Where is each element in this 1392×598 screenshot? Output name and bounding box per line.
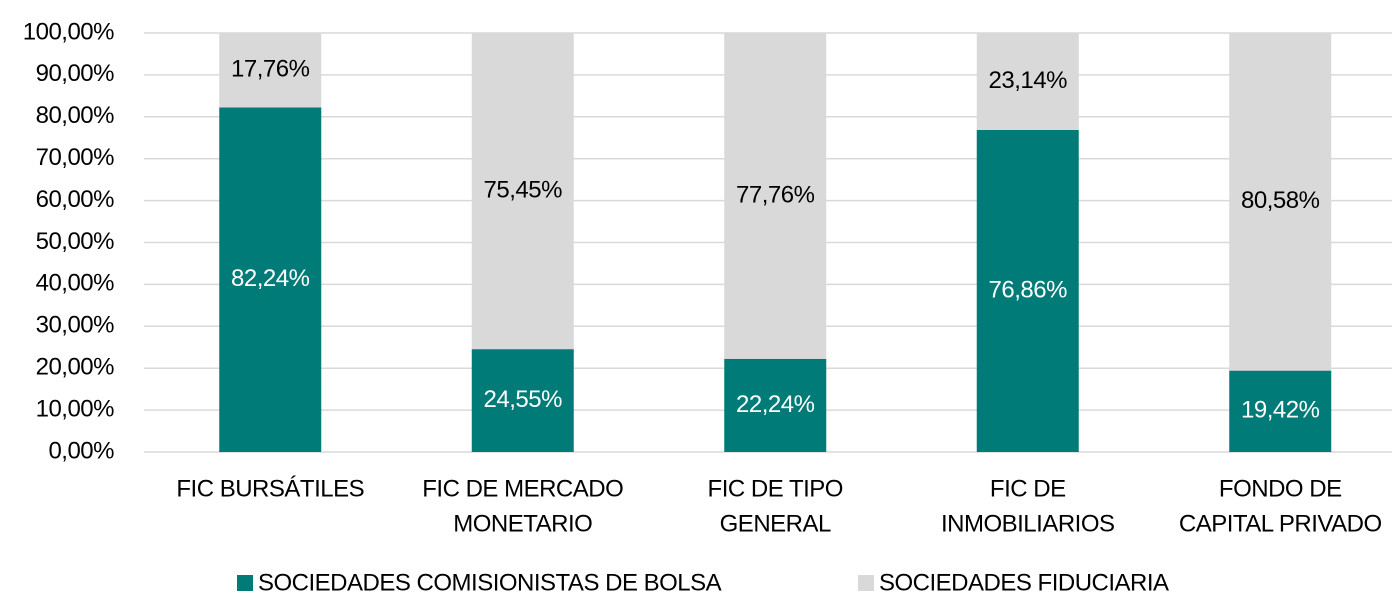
data-label: 19,42% <box>1241 397 1320 424</box>
bar-segment <box>219 33 322 108</box>
y-tick-label: 80,00% <box>36 102 115 129</box>
legend-swatch <box>237 575 253 591</box>
data-label: 82,24% <box>231 265 310 292</box>
data-label: 17,76% <box>231 56 310 83</box>
data-label: 76,86% <box>989 276 1068 303</box>
bar-segment <box>1229 33 1332 371</box>
legend-label: SOCIEDADES COMISIONISTAS DE BOLSA <box>258 569 722 596</box>
data-label: 75,45% <box>484 176 563 203</box>
y-tick-label: 0,00% <box>48 437 114 464</box>
x-tick-label: FIC DE <box>990 475 1066 502</box>
data-label: 22,24% <box>736 391 815 418</box>
y-tick-label: 10,00% <box>36 395 115 422</box>
y-tick-label: 30,00% <box>36 312 115 339</box>
data-label: 80,58% <box>1241 187 1320 214</box>
x-tick-label: INMOBILIARIOS <box>941 510 1115 537</box>
bar-segment <box>471 349 574 452</box>
x-tick-label: FONDO DE <box>1219 475 1342 502</box>
y-tick-label: 50,00% <box>36 228 115 255</box>
y-tick-label: 40,00% <box>36 270 115 297</box>
bar-segment <box>976 129 1079 452</box>
legend-swatch <box>858 575 874 591</box>
legend-label: SOCIEDADES FIDUCIARIA <box>879 569 1169 596</box>
bar-segment <box>976 33 1079 130</box>
data-label: 24,55% <box>484 386 563 413</box>
x-tick-label: FIC DE TIPO <box>708 475 843 502</box>
x-tick-label: GENERAL <box>720 510 831 537</box>
y-tick-label: 70,00% <box>36 144 115 171</box>
y-tick-label: 100,00% <box>23 18 114 45</box>
bar-segment <box>471 33 574 350</box>
x-tick-label: FIC BURSÁTILES <box>176 475 364 502</box>
bar-segment <box>1229 370 1332 452</box>
y-tick-label: 90,00% <box>36 60 115 87</box>
bar-segment <box>219 107 322 452</box>
data-label: 77,76% <box>736 181 815 208</box>
bar-segment <box>724 358 827 452</box>
x-tick-label: CAPITAL PRIVADO <box>1179 510 1382 537</box>
y-tick-label: 60,00% <box>36 186 115 213</box>
x-tick-label: MONETARIO <box>453 510 592 537</box>
x-tick-label: FIC DE MERCADO <box>422 475 623 502</box>
data-label: 23,14% <box>989 67 1068 94</box>
bar-segment <box>724 33 827 359</box>
y-tick-label: 20,00% <box>36 354 115 381</box>
